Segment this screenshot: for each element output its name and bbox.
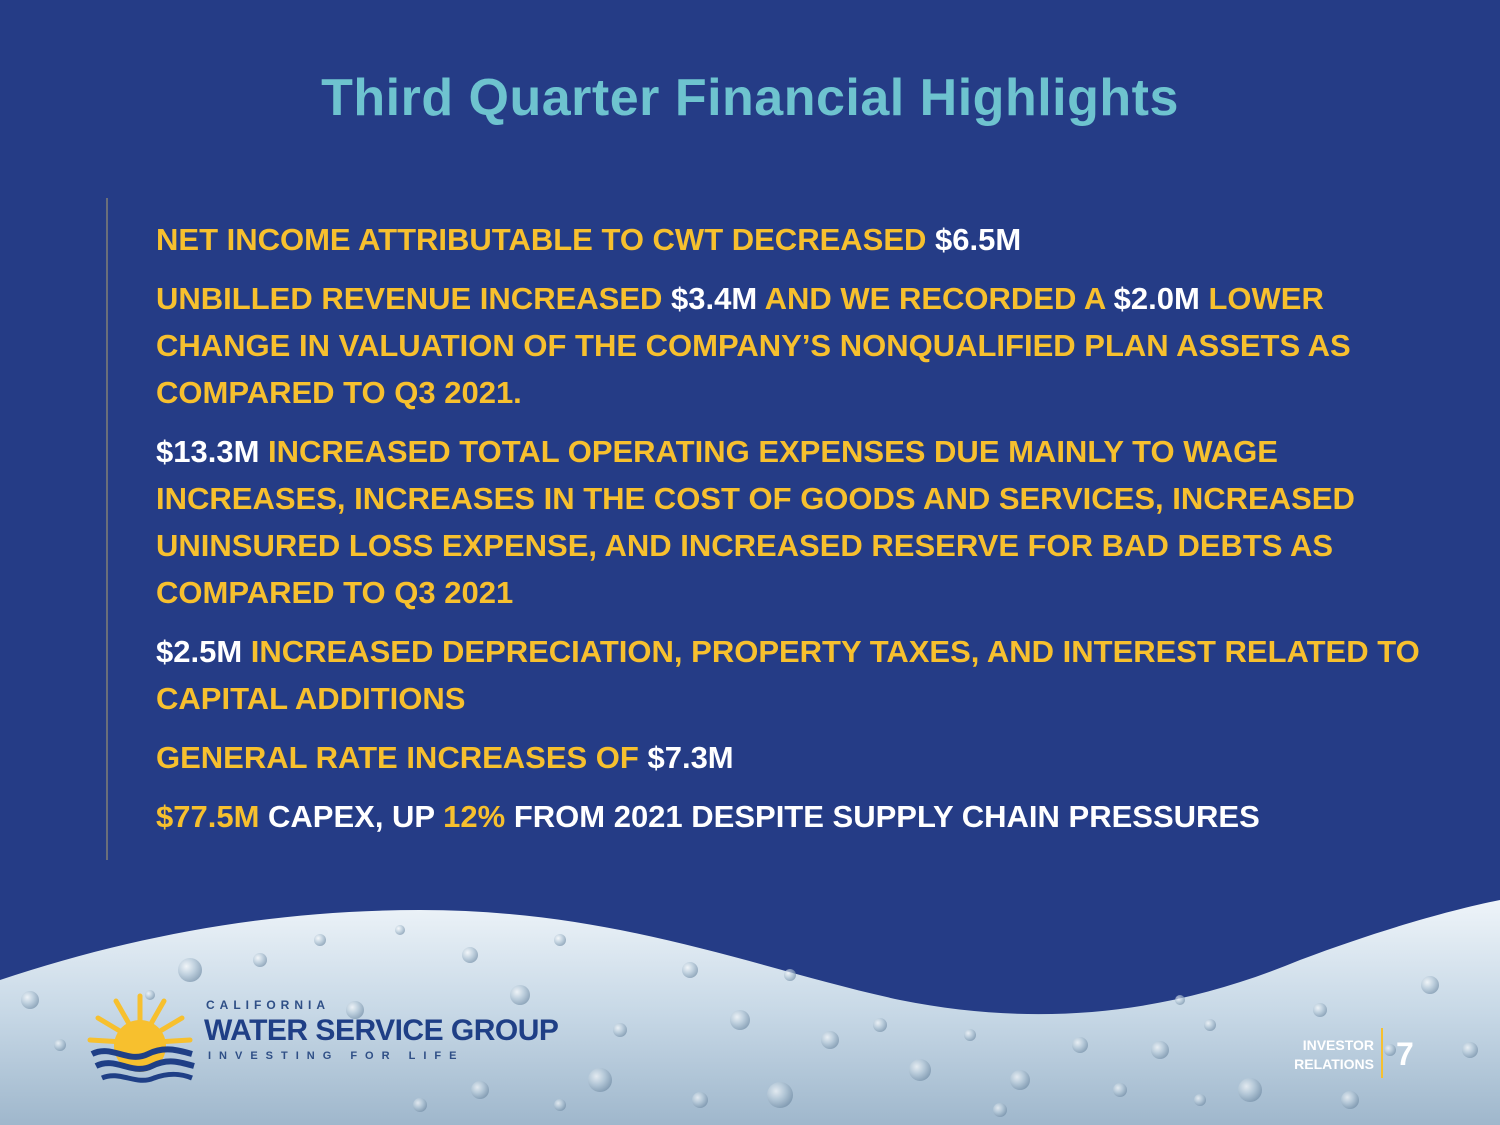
highlight-value: FROM 2021 DESPITE SUPPLY CHAIN PRESSURES (505, 799, 1260, 834)
highlight-value: $6.5M (935, 222, 1022, 257)
highlight-text: LOWER CHANGE IN VALUATION OF THE COMPANY… (156, 281, 1351, 410)
highlight-item: UNBILLED REVENUE INCREASED $3.4M AND WE … (156, 275, 1466, 416)
logo-company-name: WATER SERVICE GROUP (204, 1014, 559, 1047)
highlight-text: INCREASED TOTAL OPERATING EXPENSES DUE M… (156, 434, 1355, 610)
section-label: INVESTOR RELATIONS (1268, 1036, 1374, 1074)
highlight-item: NET INCOME ATTRIBUTABLE TO CWT DECREASED… (156, 216, 1466, 263)
highlight-text: UNBILLED REVENUE INCREASED (156, 281, 671, 316)
water-drops-band (0, 900, 1500, 1125)
highlight-text: $77.5M (156, 799, 260, 834)
slide-title: Third Quarter Financial Highlights (321, 69, 1179, 127)
highlight-text: NET INCOME ATTRIBUTABLE TO CWT DECREASED (156, 222, 935, 257)
section-label-line2: RELATIONS (1294, 1056, 1374, 1072)
sun-wave-icon (87, 993, 195, 1083)
highlight-text: INCREASED DEPRECIATION, PROPERTY TAXES, … (156, 634, 1420, 716)
company-logo: CALIFORNIA WATER SERVICE GROUP INVESTING… (80, 988, 620, 1088)
footer-separator (1381, 1028, 1383, 1078)
highlight-value: $2.5M (156, 634, 243, 669)
highlight-value: CAPEX, UP (259, 799, 444, 834)
highlight-value: $13.3M (156, 434, 260, 469)
divider-line (106, 198, 108, 860)
highlight-item: $13.3M INCREASED TOTAL OPERATING EXPENSE… (156, 428, 1466, 616)
highlight-text: GENERAL RATE INCREASES OF (156, 740, 648, 775)
logo-top-line: CALIFORNIA (206, 998, 330, 1012)
page-number: 7 (1396, 1036, 1414, 1072)
section-label-line1: INVESTOR (1302, 1037, 1374, 1053)
highlight-value: $2.0M (1113, 281, 1200, 316)
highlight-text: AND WE RECORDED A (757, 281, 1114, 316)
highlight-item: $77.5M CAPEX, UP 12% FROM 2021 DESPITE S… (156, 793, 1466, 840)
highlight-value: $7.3M (647, 740, 734, 775)
highlight-item: GENERAL RATE INCREASES OF $7.3M (156, 734, 1466, 781)
highlight-item: $2.5M INCREASED DEPRECIATION, PROPERTY T… (156, 628, 1466, 722)
highlight-text: 12% (443, 799, 506, 834)
highlights-list: NET INCOME ATTRIBUTABLE TO CWT DECREASED… (156, 216, 1466, 852)
logo-tagline: INVESTING FOR LIFE (208, 1050, 465, 1062)
highlight-value: $3.4M (671, 281, 758, 316)
